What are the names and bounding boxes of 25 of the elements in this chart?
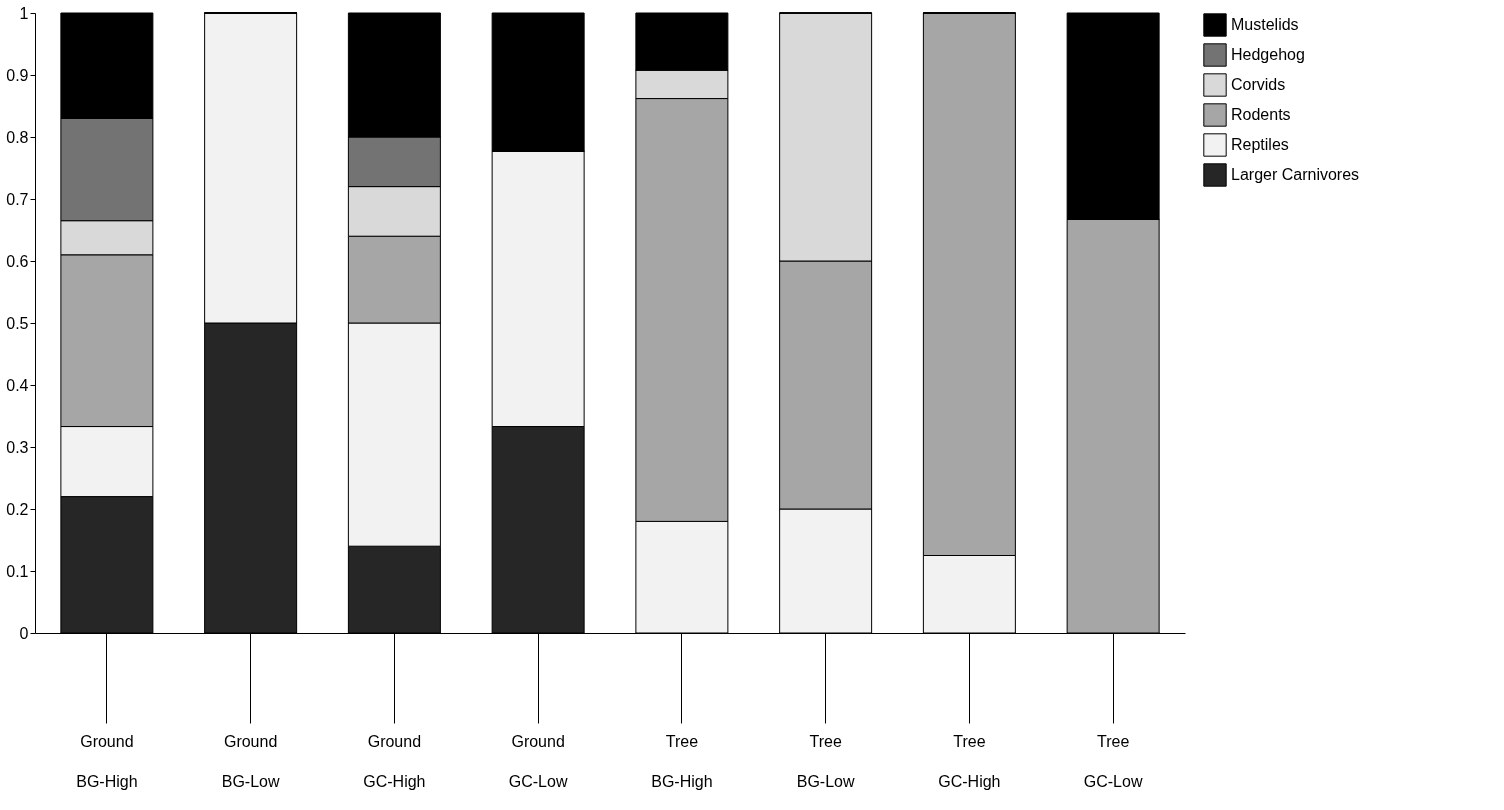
category-label: Ground BG-Low [221, 732, 280, 790]
category-label: Ground GC-High [363, 732, 426, 790]
legend-label: Mustelids [1231, 16, 1299, 33]
legend-label: Hedgehog [1231, 46, 1305, 63]
y-tick-label: 0.9 [6, 66, 29, 84]
y-tick-label: 0 [19, 624, 29, 642]
y-tick-label: 0.8 [6, 128, 29, 146]
legend-label: Larger Carnivores [1231, 166, 1360, 183]
category-label: Ground BG-High [76, 732, 138, 790]
category-label: Tree BG-High [651, 732, 713, 790]
y-tick-label: 0.4 [6, 376, 29, 394]
y-tick-label: 0.6 [6, 252, 29, 270]
y-tick-label: 0.5 [6, 314, 29, 332]
category-label: Tree GC-High [938, 732, 1001, 790]
legend-label: Rodents [1231, 106, 1291, 123]
legend-label: Corvids [1231, 76, 1286, 93]
y-tick-label: 0.7 [6, 190, 29, 208]
y-tick-label: 1 [19, 4, 29, 22]
legend-label: Reptiles [1231, 136, 1289, 153]
category-label: Tree GC-Low [1083, 732, 1143, 790]
y-tick-label: 0.3 [6, 438, 29, 456]
y-tick-label: 0.1 [6, 562, 29, 580]
category-label: Ground GC-Low [508, 732, 568, 790]
y-tick-label: 0.2 [6, 500, 29, 518]
category-label: Tree BG-Low [796, 732, 855, 790]
